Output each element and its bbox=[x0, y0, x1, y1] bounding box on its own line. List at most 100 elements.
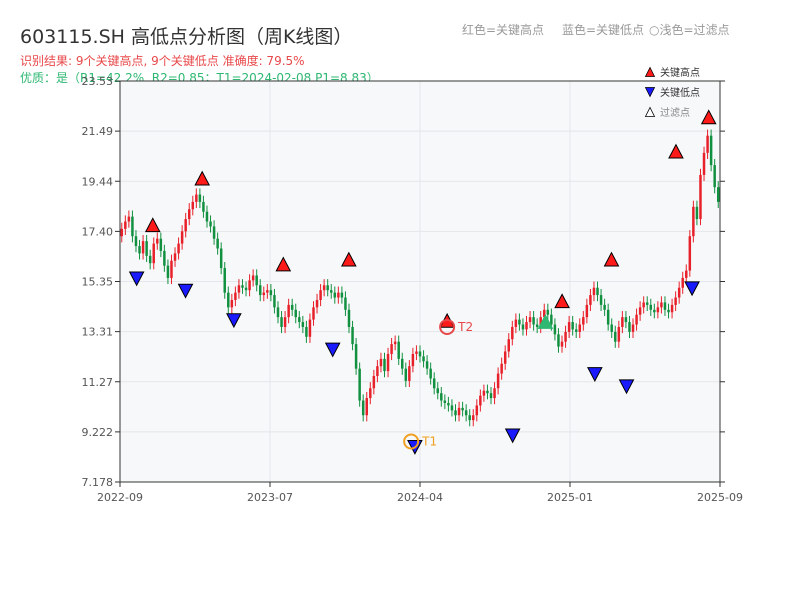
candle-body bbox=[574, 329, 578, 332]
t1-circle bbox=[403, 433, 420, 450]
y-tick-label: 17.40 bbox=[82, 225, 114, 238]
candle-body bbox=[635, 314, 638, 325]
x-tick-label: 2022-09 bbox=[97, 491, 143, 504]
candle-body bbox=[361, 400, 365, 416]
candle-body bbox=[514, 319, 518, 327]
t2-label: T2 bbox=[457, 320, 473, 334]
candle-body bbox=[340, 292, 344, 298]
candle-body bbox=[124, 221, 127, 229]
candle-body bbox=[599, 295, 603, 305]
y-tick-label: 13.31 bbox=[82, 326, 114, 339]
candle-body bbox=[464, 410, 468, 416]
candle-body bbox=[415, 351, 418, 354]
candle-body bbox=[195, 194, 198, 202]
candle-body bbox=[475, 405, 479, 416]
candle-body bbox=[411, 353, 415, 367]
candle-body bbox=[440, 393, 443, 401]
candle-body bbox=[596, 287, 599, 296]
candle-body bbox=[695, 206, 699, 220]
key-high-marker bbox=[144, 217, 161, 233]
candle-body bbox=[127, 216, 131, 222]
candle-body bbox=[152, 243, 155, 264]
candle-body bbox=[532, 317, 535, 325]
candle-body bbox=[649, 304, 653, 310]
candle-body bbox=[198, 194, 202, 202]
candle-body bbox=[422, 356, 425, 362]
key-low-marker bbox=[684, 281, 700, 297]
candle-body bbox=[351, 326, 354, 345]
candle-body bbox=[187, 209, 191, 220]
candle-body bbox=[134, 236, 138, 247]
candle-body bbox=[567, 322, 571, 332]
candle-body bbox=[447, 402, 450, 406]
candle-body bbox=[205, 211, 209, 222]
candle-body bbox=[269, 290, 273, 296]
key-high-marker bbox=[275, 256, 292, 272]
candle-body bbox=[255, 275, 258, 286]
candle-body bbox=[653, 309, 656, 313]
candle-body bbox=[482, 390, 486, 396]
candle-body bbox=[592, 287, 596, 296]
candle-body bbox=[443, 400, 447, 403]
candle-body bbox=[677, 287, 681, 298]
candle-body bbox=[610, 324, 613, 332]
candle-body bbox=[713, 165, 716, 188]
candle-body bbox=[330, 290, 333, 293]
candle-body bbox=[372, 376, 376, 389]
y-tick-label: 23.53 bbox=[82, 75, 114, 88]
candle-body bbox=[166, 265, 170, 278]
candle-body bbox=[234, 292, 237, 300]
key-high-marker bbox=[554, 293, 570, 309]
key-low-marker bbox=[618, 379, 635, 395]
legend-blue-text: 蓝色=关键低点 bbox=[562, 23, 645, 37]
candle-body bbox=[578, 324, 582, 332]
key-high-marker bbox=[668, 143, 684, 159]
candle-body bbox=[628, 322, 631, 332]
candle-body bbox=[507, 339, 510, 352]
key-low-marker bbox=[226, 313, 242, 329]
candle-body bbox=[638, 307, 642, 315]
x-tick-label: 2024-04 bbox=[397, 491, 443, 504]
candle-body bbox=[273, 295, 276, 308]
candle-body bbox=[425, 361, 429, 369]
result-summary: 识别结果: 9个关键高点, 9个关键低点 准确度: 79.5% bbox=[20, 54, 305, 68]
candle-body bbox=[631, 324, 635, 332]
y-tick-label: 9.222 bbox=[82, 426, 114, 439]
candle-body bbox=[227, 292, 230, 308]
candle-body bbox=[656, 307, 660, 313]
candle-body bbox=[660, 302, 663, 308]
candle-body bbox=[312, 307, 315, 320]
candle-body bbox=[582, 317, 585, 325]
candle-body bbox=[486, 390, 489, 394]
candle-body bbox=[645, 302, 649, 305]
y-tick-label: 19.44 bbox=[82, 175, 114, 188]
candle-body bbox=[716, 187, 720, 202]
candle-body bbox=[230, 299, 234, 308]
key-low-marker bbox=[587, 367, 603, 383]
candle-body bbox=[564, 331, 567, 342]
y-tick-label: 7.178 bbox=[82, 476, 114, 489]
candle-body bbox=[170, 260, 173, 278]
markers: T1 T2 bbox=[128, 109, 717, 455]
candle-body bbox=[283, 317, 287, 327]
candle-body bbox=[606, 309, 610, 325]
candle-body bbox=[479, 395, 482, 406]
candle-body bbox=[528, 317, 532, 323]
candle-body bbox=[266, 290, 269, 293]
candle-body bbox=[145, 241, 148, 256]
candle-body bbox=[209, 221, 212, 227]
candle-body bbox=[308, 319, 312, 337]
candle-body bbox=[347, 309, 351, 327]
candle-body bbox=[258, 285, 262, 296]
candle-body bbox=[681, 277, 684, 288]
candle-body bbox=[138, 246, 141, 254]
candle-body bbox=[216, 238, 219, 249]
candle-body bbox=[237, 285, 241, 293]
candle-body bbox=[468, 415, 471, 421]
legend-label: 关键低点 bbox=[660, 86, 700, 99]
key-high-marker bbox=[194, 170, 211, 186]
candle-body bbox=[699, 174, 702, 220]
candle-body bbox=[365, 398, 368, 416]
candle-body bbox=[159, 238, 163, 251]
